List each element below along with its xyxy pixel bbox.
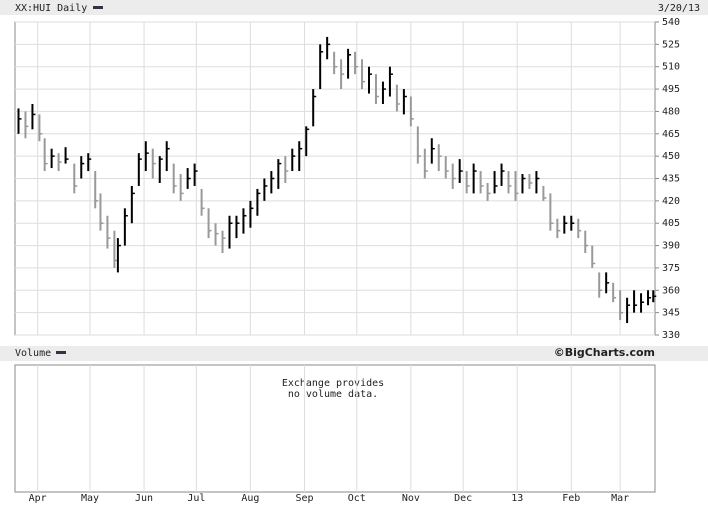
x-tick-label: Jun [135,493,153,504]
x-tick-label: Sep [295,493,313,504]
credit: ©BigCharts.com [554,346,655,359]
chart-date: 3/20/13 [658,3,700,14]
volume-panel [14,364,656,493]
y-tick-label: 345 [662,308,680,319]
y-tick-label: 525 [662,39,680,50]
volume-title: Volume [15,348,51,359]
y-tick-label: 465 [662,129,680,140]
chart-title: XX:HUI Daily [15,3,87,14]
x-tick-label: Jul [187,493,205,504]
x-tick-label: Apr [29,493,47,504]
header-band [0,0,708,15]
y-tick-label: 390 [662,241,680,252]
x-tick-label: Dec [454,493,472,504]
x-tick-label: Mar [611,493,629,504]
volume-note: no volume data. [288,389,378,400]
y-tick-label: 510 [662,62,680,73]
y-tick-label: 360 [662,285,680,296]
y-tick-label: 330 [662,330,680,341]
x-tick-label: 13 [511,493,523,504]
y-tick-label: 420 [662,196,680,207]
legend-icon [93,6,103,9]
x-tick-label: May [81,493,99,504]
y-tick-label: 450 [662,151,680,162]
y-tick-label: 405 [662,218,680,229]
y-tick-label: 375 [662,263,680,274]
legend-icon [56,351,66,354]
volume-header-band [0,346,708,361]
x-tick-label: Aug [241,493,259,504]
y-tick-label: 540 [662,17,680,28]
x-tick-label: Feb [562,493,580,504]
x-tick-label: Oct [348,493,366,504]
y-tick-label: 480 [662,106,680,117]
x-tick-label: Nov [402,493,420,504]
y-tick-label: 435 [662,174,680,185]
y-tick-label: 495 [662,84,680,95]
volume-note: Exchange provides [282,378,384,389]
